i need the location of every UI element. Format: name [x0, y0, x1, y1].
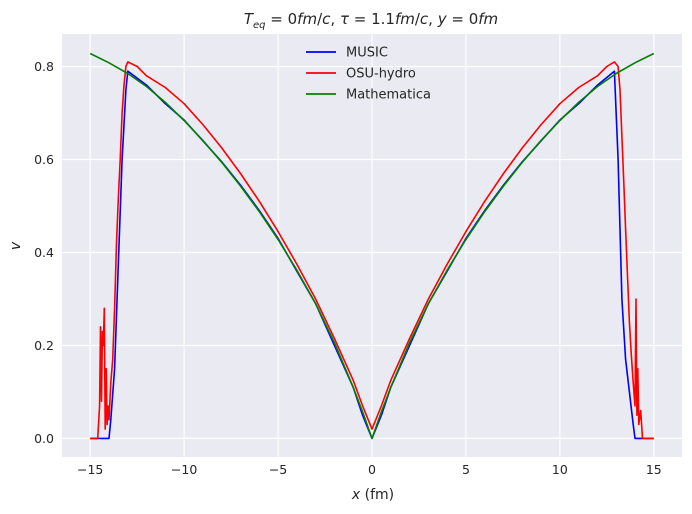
series-line-mathematica	[89, 52, 655, 440]
chart-title: Teq = 0fm/c, τ = 1.1fm/c, y = 0fm	[244, 10, 498, 31]
x-tick-label: 0	[368, 462, 376, 477]
x-tick-label: −15	[77, 462, 103, 477]
grid-lines	[62, 34, 682, 457]
x-tick-labels: −15 −10 −5 0 5 10 15	[77, 462, 662, 477]
x-tick-label: −5	[269, 462, 287, 477]
x-tick-label: −10	[171, 462, 197, 477]
legend: MUSIC OSU-hydro Mathematica	[306, 46, 431, 103]
x-tick-label: 5	[462, 462, 470, 477]
x-tick-label: 15	[646, 462, 662, 477]
y-tick-label: 0.0	[34, 431, 54, 446]
y-tick-labels: 0.0 0.2 0.4 0.6 0.8	[34, 59, 54, 446]
x-axis-label: x (fm)	[351, 487, 394, 503]
series-lines	[89, 52, 655, 440]
legend-label: MUSIC	[346, 46, 388, 61]
y-tick-label: 0.2	[34, 338, 54, 353]
y-tick-label: 0.4	[34, 245, 54, 260]
legend-label: Mathematica	[346, 88, 431, 103]
y-tick-label: 0.8	[34, 59, 54, 74]
y-tick-label: 0.6	[34, 152, 54, 167]
legend-label: OSU-hydro	[346, 67, 416, 82]
x-tick-label: 10	[552, 462, 568, 477]
series-line-osu-hydro	[90, 61, 654, 440]
y-axis-label: v	[8, 241, 24, 250]
